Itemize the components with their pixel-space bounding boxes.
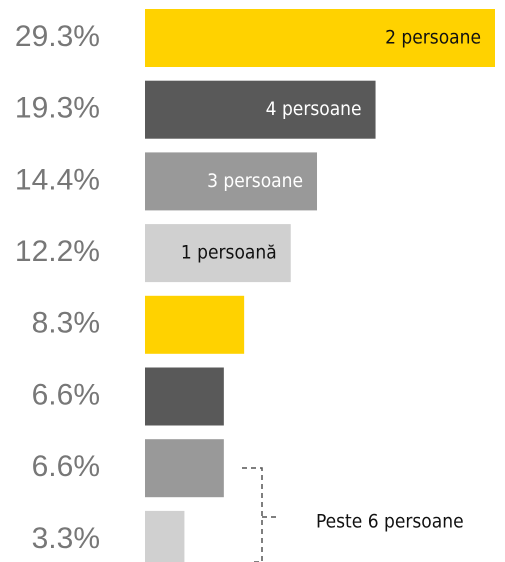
bar <box>145 367 224 426</box>
category-label: 2 persoane <box>385 27 481 49</box>
category-label: 4 persoane <box>266 98 362 120</box>
value-label: 29.3% <box>15 20 100 53</box>
bar <box>145 295 245 354</box>
bar <box>145 510 185 562</box>
bar <box>145 152 318 211</box>
value-label: 3.3% <box>32 522 100 555</box>
bar <box>145 9 495 67</box>
annotation: Peste 6 persoane <box>316 511 464 533</box>
bar <box>145 224 291 283</box>
category-label: 1 persoană <box>181 242 277 264</box>
value-label: 12.2% <box>15 235 100 268</box>
category-label: 3 persoane <box>207 170 303 192</box>
bar <box>145 439 224 498</box>
value-label: 14.4% <box>15 163 100 196</box>
value-label: 19.3% <box>15 92 100 125</box>
value-label: 8.3% <box>32 307 100 340</box>
bar <box>145 80 376 139</box>
value-label: 6.6% <box>32 378 100 411</box>
value-label: 6.6% <box>32 450 100 483</box>
bracket <box>242 467 280 562</box>
